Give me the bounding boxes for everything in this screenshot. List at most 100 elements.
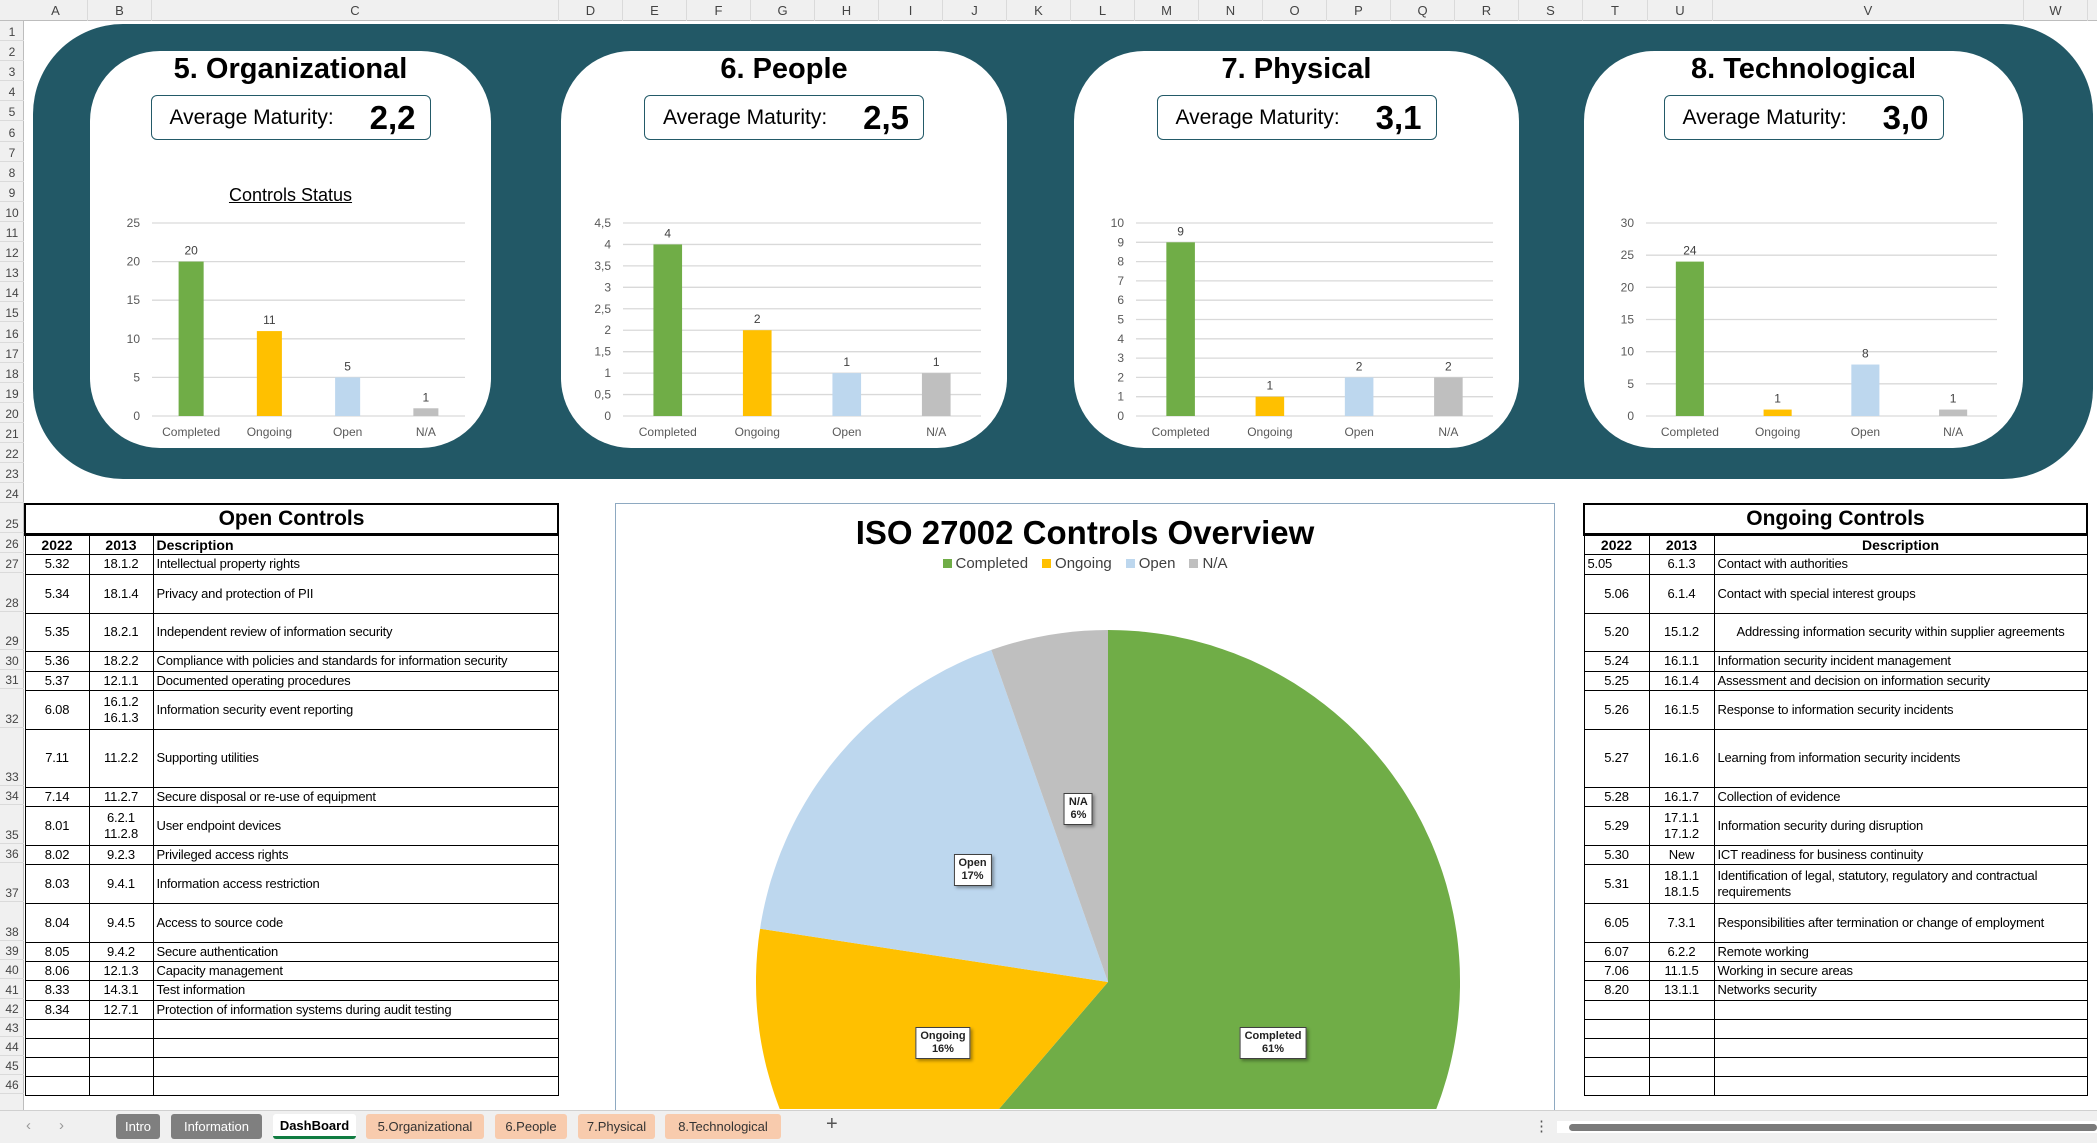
column-header[interactable]: W	[2024, 0, 2088, 21]
row-header[interactable]: 11	[0, 222, 24, 243]
row-header[interactable]: 32	[0, 689, 24, 729]
control-2022[interactable]: 8.05	[24, 941, 90, 962]
row-header[interactable]: 14	[0, 282, 24, 303]
bar-ongoing[interactable]	[1255, 396, 1285, 416]
row-header[interactable]: 27	[0, 553, 24, 574]
control-2013[interactable]	[1648, 1056, 1715, 1077]
column-header[interactable]: K	[1007, 0, 1071, 21]
column-header[interactable]: U	[1648, 0, 1713, 21]
control-description[interactable]	[1713, 1018, 2088, 1039]
control-description[interactable]: Networks security	[1713, 979, 2088, 1001]
row-header[interactable]: 38	[0, 902, 24, 942]
control-2022[interactable]	[24, 1037, 90, 1058]
row-header[interactable]: 20	[0, 403, 24, 423]
control-2022[interactable]	[24, 1075, 90, 1096]
row-header[interactable]: 5	[0, 101, 24, 122]
bar-ongoing[interactable]	[1763, 409, 1792, 416]
control-2022[interactable]	[1583, 1018, 1650, 1039]
control-2022[interactable]	[1583, 1056, 1650, 1077]
control-2013[interactable]: 6.2.1 11.2.8	[88, 805, 154, 846]
control-2013[interactable]: 9.4.2	[88, 941, 154, 962]
pie-slice-open[interactable]	[760, 649, 1108, 982]
control-description[interactable]: Documented operating procedures	[152, 670, 559, 691]
control-2022[interactable]	[1583, 999, 1650, 1020]
control-description[interactable]: Working in secure areas	[1713, 960, 2088, 981]
row-header[interactable]: 24	[0, 483, 24, 504]
control-2022[interactable]	[1583, 1037, 1650, 1058]
row-header[interactable]: 6	[0, 122, 24, 142]
column-header[interactable]: B	[88, 0, 152, 21]
control-2013[interactable]: 12.7.1	[88, 999, 154, 1020]
row-header[interactable]: 3	[0, 61, 24, 82]
next-sheet-arrow-icon[interactable]: ›	[59, 1117, 64, 1134]
control-2013[interactable]: 9.4.5	[88, 902, 154, 943]
column-header[interactable]: R	[1455, 0, 1519, 21]
column-header[interactable]: P	[1327, 0, 1391, 21]
row-header[interactable]: 9	[0, 182, 24, 202]
legend-item[interactable]: Open	[1125, 555, 1175, 572]
column-header[interactable]: S	[1519, 0, 1583, 21]
column-header[interactable]: O	[1263, 0, 1327, 21]
row-header[interactable]: 2	[0, 41, 24, 62]
control-2013[interactable]: 6.1.3	[1648, 553, 1715, 575]
sheet-tab-dashboard[interactable]: DashBoard	[273, 1114, 356, 1139]
control-2013[interactable]: 17.1.1 17.1.2	[1648, 805, 1715, 846]
control-2013[interactable]: 16.1.6	[1648, 728, 1715, 788]
row-header[interactable]: 46	[0, 1075, 24, 1095]
control-2013[interactable]	[88, 1075, 154, 1096]
control-2013[interactable]: 11.1.5	[1648, 960, 1715, 981]
row-header[interactable]: 22	[0, 443, 24, 464]
control-2013[interactable]: 15.1.2	[1648, 612, 1715, 652]
row-header[interactable]: 25	[0, 503, 24, 534]
bar-completed[interactable]	[1675, 261, 1704, 416]
column-header[interactable]: H	[815, 0, 879, 21]
pie-slice-ongoing[interactable]	[756, 928, 1108, 1109]
row-header[interactable]: 4	[0, 81, 24, 102]
control-2013[interactable]	[88, 1056, 154, 1077]
control-2022[interactable]: 5.31	[1583, 863, 1650, 904]
control-description[interactable]: User endpoint devices	[152, 805, 559, 846]
control-description[interactable]	[152, 1056, 559, 1077]
control-2022[interactable]: 5.32	[24, 553, 90, 575]
row-header[interactable]: 33	[0, 728, 24, 787]
row-header[interactable]: 36	[0, 844, 24, 864]
control-description[interactable]: Secure authentication	[152, 941, 559, 962]
control-2013[interactable]: 18.1.2	[88, 553, 154, 575]
control-description[interactable]: Intellectual property rights	[152, 553, 559, 575]
row-header[interactable]: 8	[0, 162, 24, 182]
control-description[interactable]: Collection of evidence	[1713, 786, 2088, 807]
control-description[interactable]: Contact with special interest groups	[1713, 573, 2088, 614]
row-header[interactable]: 12	[0, 242, 24, 263]
control-2022[interactable]: 5.35	[24, 612, 90, 652]
control-2022[interactable]: 6.08	[24, 689, 90, 730]
row-header[interactable]: 19	[0, 383, 24, 403]
controls-status-bar-chart[interactable]: 0 5 10 15 20 25 30 24 Completed 1 Ongoing 8 Open 1 N/A	[1584, 51, 2023, 448]
control-2022[interactable]: 8.06	[24, 960, 90, 981]
column-header[interactable]: L	[1071, 0, 1135, 21]
row-header[interactable]: 26	[0, 533, 24, 554]
control-2013[interactable]	[1648, 1037, 1715, 1058]
control-2022[interactable]: 5.06	[1583, 573, 1650, 614]
horizontal-scrollbar[interactable]	[1557, 1121, 2097, 1133]
scrollbar-thumb[interactable]	[1569, 1124, 2097, 1131]
control-2022[interactable]: 6.07	[1583, 941, 1650, 962]
column-header[interactable]: Q	[1391, 0, 1455, 21]
control-description[interactable]: Supporting utilities	[152, 728, 559, 788]
control-description[interactable]	[152, 1075, 559, 1096]
control-2022[interactable]: 5.34	[24, 573, 90, 614]
controls-status-bar-chart[interactable]: 0 5 10 15 20 25 20 Completed 11 Ongoing 5 Open 1 N/A	[90, 51, 491, 448]
row-header[interactable]: 10	[0, 202, 24, 222]
column-header[interactable]: C	[152, 0, 559, 21]
bar-open[interactable]	[832, 373, 862, 416]
control-2022[interactable]: 5.28	[1583, 786, 1650, 807]
row-header[interactable]: 17	[0, 343, 24, 363]
control-2022[interactable]: 8.01	[24, 805, 90, 846]
control-2022[interactable]: 5.37	[24, 670, 90, 691]
control-2013[interactable]: 6.1.4	[1648, 573, 1715, 614]
bar-ongoing[interactable]	[256, 331, 282, 416]
control-description[interactable]	[1713, 1056, 2088, 1077]
control-2013[interactable]: 7.3.1	[1648, 902, 1715, 943]
row-header[interactable]: 28	[0, 573, 24, 613]
control-2013[interactable]: 12.1.3	[88, 960, 154, 981]
control-2013[interactable]: 18.1.4	[88, 573, 154, 614]
